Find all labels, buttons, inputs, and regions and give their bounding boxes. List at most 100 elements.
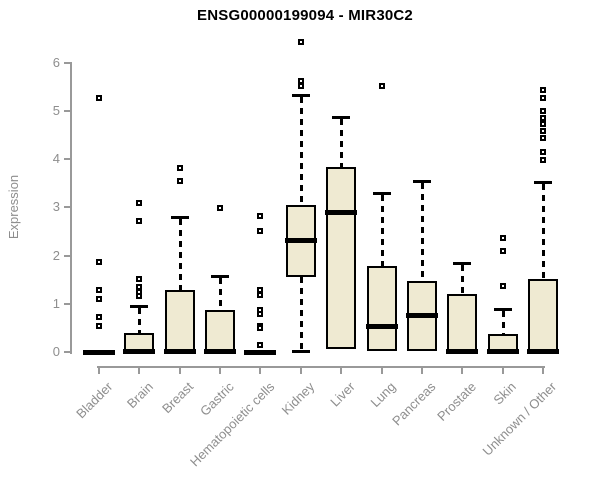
whisker-lower [299, 276, 303, 349]
whisker-upper [219, 278, 223, 310]
x-tick [219, 366, 222, 374]
outlier-point [297, 83, 304, 90]
y-tick-label: 0 [52, 344, 60, 359]
x-axis-category-label: Breast [159, 379, 197, 417]
x-axis-category-label: Gastric [196, 379, 237, 419]
median-line [83, 349, 115, 355]
outlier-point [539, 121, 546, 128]
boxplot-box [205, 309, 236, 352]
whisker-upper [299, 97, 303, 205]
y-tick [64, 110, 71, 113]
x-axis-category-label: Brain [123, 379, 156, 412]
whisker-upper [541, 183, 545, 279]
outlier-point [539, 87, 546, 94]
x-tick [340, 366, 343, 374]
y-tick [64, 254, 71, 257]
x-tick [461, 366, 464, 374]
whisker-cap-upper [533, 180, 552, 184]
x-tick [259, 366, 262, 374]
outlier-point [539, 94, 546, 101]
median-line [284, 237, 317, 243]
y-tick-label: 1 [52, 295, 60, 311]
median-line [446, 348, 479, 354]
outlier-point [257, 325, 264, 332]
outlier-point [176, 178, 183, 185]
x-tick [541, 366, 544, 374]
outlier-point [96, 313, 102, 320]
x-axis-category-label: Bladder [73, 379, 116, 422]
outlier-point [257, 341, 264, 348]
x-tick [501, 366, 504, 374]
outlier-point [96, 323, 102, 330]
y-tick [64, 206, 71, 209]
outlier-point [96, 95, 102, 102]
outlier-point [136, 292, 143, 299]
median-line [204, 349, 237, 355]
whisker-cap-lower [291, 349, 310, 353]
whisker-cap-upper [372, 191, 391, 195]
boxplot-box [366, 266, 397, 352]
x-tick [98, 366, 100, 374]
y-tick-label: 5 [52, 103, 60, 119]
x-tick [420, 366, 423, 374]
y-tick-label: 3 [52, 199, 60, 215]
x-tick [178, 366, 181, 374]
whisker-cap-upper [291, 94, 310, 98]
whisker-upper [178, 219, 182, 291]
boxplot-box [164, 290, 195, 352]
x-axis-category-label: Lung [367, 379, 399, 411]
outlier-point [499, 234, 506, 241]
x-axis-category-label: Pancreas [389, 379, 439, 429]
outlier-point [96, 258, 102, 265]
outlier-point [257, 291, 264, 298]
whisker-cap-upper [493, 307, 512, 311]
whisker-cap-upper [211, 275, 230, 279]
whisker-upper [420, 183, 424, 282]
x-tick [299, 366, 302, 374]
boxplot-box [447, 294, 478, 352]
y-tick [64, 302, 71, 305]
outlier-point [257, 311, 264, 318]
x-tick [138, 366, 141, 374]
outlier-point [96, 295, 102, 302]
outlier-point [539, 134, 546, 141]
whisker-cap-upper [332, 116, 351, 120]
y-tick-label: 2 [52, 247, 60, 263]
median-line [123, 349, 156, 355]
y-tick-label: 6 [52, 54, 60, 70]
outlier-point [499, 283, 506, 289]
outlier-point [217, 204, 224, 211]
whisker-upper [461, 264, 465, 295]
outlier-point [499, 247, 506, 254]
whisker-cap-upper [453, 261, 472, 265]
chart-title: ENSG00000199094 - MIR30C2 [197, 7, 413, 24]
outlier-point [257, 227, 264, 234]
y-tick [64, 351, 71, 353]
y-tick-label: 4 [52, 151, 60, 167]
whisker-cap-upper [170, 216, 189, 220]
x-tick [380, 366, 383, 374]
outlier-point [378, 83, 385, 90]
median-line [486, 349, 519, 355]
outlier-point [136, 218, 143, 225]
outlier-point [539, 107, 546, 114]
x-axis-line [97, 366, 545, 368]
median-line [325, 210, 358, 216]
whisker-upper [501, 310, 505, 334]
median-line [244, 349, 277, 355]
median-line [163, 348, 196, 354]
outlier-point [539, 157, 546, 164]
whisker-cap-upper [412, 180, 431, 184]
outlier-point [176, 164, 183, 171]
outlier-point [297, 39, 304, 46]
outlier-point [539, 149, 546, 156]
y-axis-line [70, 61, 72, 354]
median-line [526, 348, 559, 354]
outlier-point [539, 128, 546, 135]
x-axis-category-label: Unknown / Other [479, 379, 560, 459]
x-axis-category-label: Kidney [278, 379, 318, 418]
boxplot-box [326, 166, 357, 350]
whisker-upper [380, 194, 384, 267]
outlier-point [136, 275, 143, 282]
